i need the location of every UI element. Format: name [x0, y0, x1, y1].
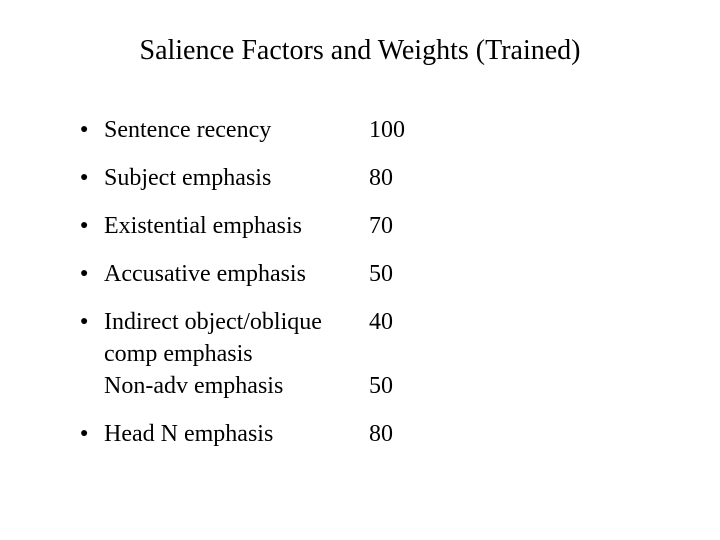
factor-label: Head N emphasis: [104, 419, 369, 449]
factor-label: Indirect object/oblique: [104, 307, 369, 337]
bullet-icon: ●: [80, 307, 104, 337]
weight-value: 50: [369, 371, 429, 401]
bullet-icon: ●: [80, 419, 104, 449]
factors-table: ● Sentence recency 100 ● Subject emphasi…: [80, 115, 640, 467]
factor-label: Non-adv emphasis: [104, 371, 369, 401]
slide: Salience Factors and Weights (Trained) ●…: [0, 0, 720, 540]
table-row: ● Subject emphasis 80: [80, 163, 640, 193]
weight-value: 80: [369, 419, 429, 449]
factor-label: Subject emphasis: [104, 163, 369, 193]
weight-value: 50: [369, 259, 429, 289]
factor-label: comp emphasis: [104, 339, 369, 369]
table-row: ● Head N emphasis 80: [80, 419, 640, 449]
factor-label: Accusative emphasis: [104, 259, 369, 289]
bullet-icon: ●: [80, 259, 104, 289]
bullet-icon: ●: [80, 163, 104, 193]
weight-value: 70: [369, 211, 429, 241]
weight-value: 80: [369, 163, 429, 193]
table-row: ● Accusative emphasis 50: [80, 259, 640, 289]
table-row: ● Indirect object/oblique 40: [80, 307, 640, 337]
weight-value: 100: [369, 115, 429, 145]
slide-title: Salience Factors and Weights (Trained): [0, 35, 720, 67]
table-row: comp emphasis: [80, 339, 640, 369]
table-row: ● Existential emphasis 70: [80, 211, 640, 241]
weight-value: 40: [369, 307, 429, 337]
table-row: Non-adv emphasis 50: [80, 371, 640, 401]
bullet-icon: ●: [80, 211, 104, 241]
table-row: ● Sentence recency 100: [80, 115, 640, 145]
factor-label: Existential emphasis: [104, 211, 369, 241]
bullet-icon: ●: [80, 115, 104, 145]
factor-label: Sentence recency: [104, 115, 369, 145]
